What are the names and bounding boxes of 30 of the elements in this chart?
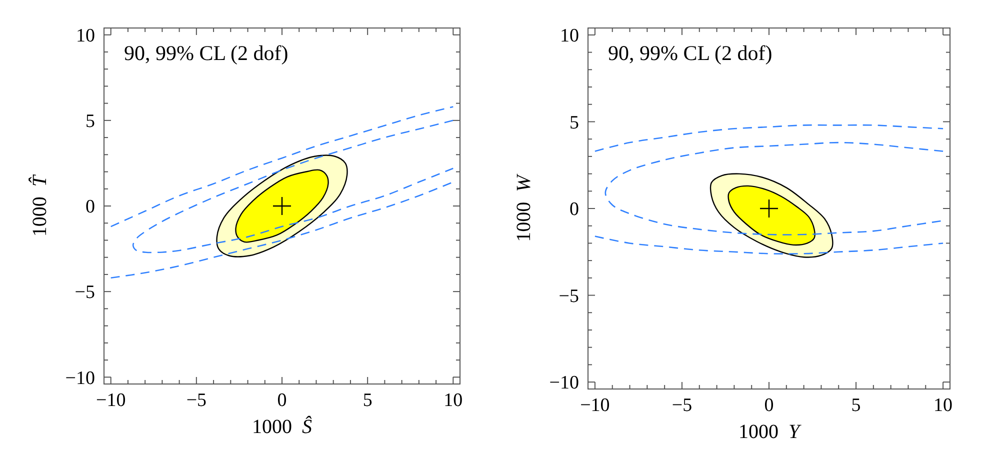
y-tick-label: −10 <box>549 372 579 394</box>
y-tick-label: −5 <box>558 286 579 307</box>
y-tick-label: −10 <box>65 368 95 389</box>
y-tick-label: 10 <box>560 26 579 47</box>
x-axis-title: 1000 Ŝ <box>252 415 312 438</box>
line-series <box>110 181 454 279</box>
y-axis-title: 1000 W <box>513 172 535 242</box>
x-tick-label: 10 <box>444 390 463 411</box>
line-series <box>594 124 944 152</box>
x-axis-title: 1000 Y <box>738 421 802 443</box>
x-tick-label: −5 <box>186 390 207 411</box>
y-tick-label: 0 <box>570 199 579 220</box>
y-tick-label: −5 <box>74 282 95 304</box>
y-tick-label: 10 <box>76 25 95 46</box>
annotation: 90, 99% CL (2 dof) <box>608 41 772 65</box>
x-tick-label: 5 <box>851 395 861 416</box>
line-series <box>594 236 944 254</box>
y-tick-label: 5 <box>86 111 95 132</box>
x-tick-label: 10 <box>934 395 953 416</box>
x-tick-label: 5 <box>362 390 372 411</box>
y-tick-label: 5 <box>570 112 579 134</box>
x-tick-label: −5 <box>672 395 692 416</box>
y-tick-label: 0 <box>86 196 95 218</box>
y-axis-title: 1000 T̂ <box>28 174 51 237</box>
annotation: 90, 99% CL (2 dof) <box>124 41 288 65</box>
line-series <box>604 142 944 236</box>
line-series <box>110 106 454 228</box>
x-tick-label: 0 <box>277 390 287 411</box>
line-series <box>132 120 454 254</box>
x-tick-label: 0 <box>764 395 774 416</box>
